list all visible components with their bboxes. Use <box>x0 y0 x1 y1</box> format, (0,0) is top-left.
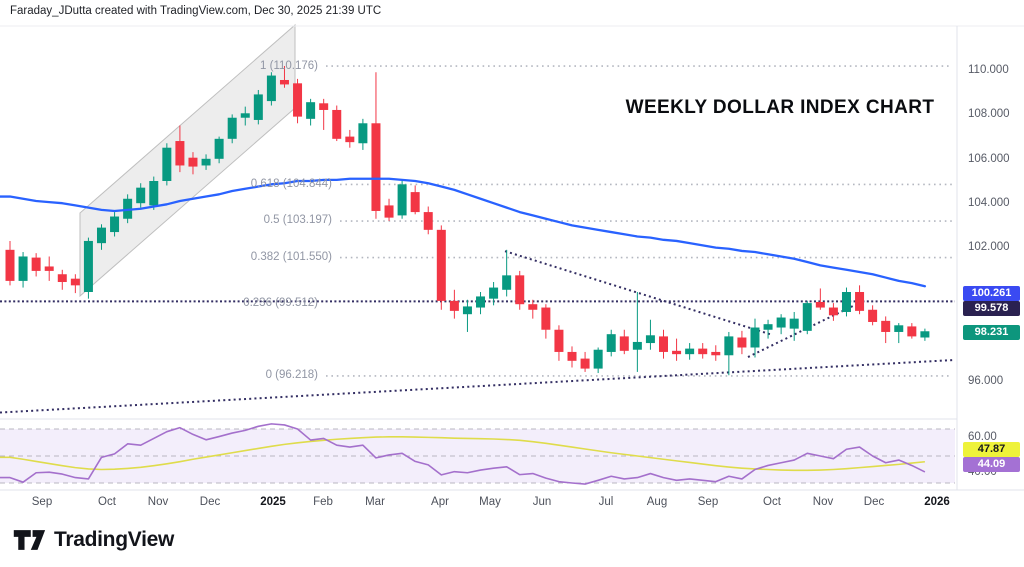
price-label-96: 96.000 <box>968 375 1004 387</box>
price-label-110: 110.000 <box>968 64 1009 76</box>
trendline-price-badge: 99.578 <box>963 301 1020 316</box>
time-label-2025: 2025 <box>260 496 286 508</box>
fib-label-0: 0 (96.218) <box>265 369 318 381</box>
time-label-may: May <box>479 496 501 508</box>
time-label-dec25: Dec <box>863 496 885 508</box>
fib-label-0618: 0.618 (104.844) <box>250 178 332 190</box>
rsi-ma-badge: 47.87 <box>963 442 1020 457</box>
attribution-text: Faraday_JDutta created with TradingView.… <box>10 5 382 17</box>
time-label-oct25: Oct <box>763 496 781 508</box>
price-label-102: 102.000 <box>968 241 1010 253</box>
time-label-sep25: Sep <box>697 496 719 508</box>
price-label-108: 108.000 <box>968 108 1010 120</box>
ma-price-badge: 100.261 <box>963 286 1020 301</box>
time-label-oct24: Oct <box>98 496 116 508</box>
fib-label-1: 1 (110.176) <box>260 60 318 72</box>
chart-title: WEEKLY DOLLAR INDEX CHART <box>625 97 935 118</box>
fib-label-05: 0.5 (103.197) <box>263 214 332 226</box>
time-label-jun: Jun <box>532 496 552 508</box>
time-label-jul: Jul <box>598 496 614 508</box>
fib-label-0382: 0.382 (101.550) <box>250 251 332 263</box>
rsi-line-badge: 44.09 <box>963 457 1020 472</box>
tradingview-logo: TradingView <box>12 527 174 553</box>
time-label-aug: Aug <box>646 496 668 508</box>
time-label-mar: Mar <box>365 496 385 508</box>
time-label-nov25: Nov <box>812 496 834 508</box>
time-label-dec24: Dec <box>199 496 221 508</box>
price-label-104: 104.000 <box>968 197 1010 209</box>
fib-label-0236: 0.236 (99.512) <box>243 297 318 309</box>
rsi-label-60: 60.00 <box>968 431 997 443</box>
time-label-feb: Feb <box>313 496 333 508</box>
tradingview-logo-icon <box>13 530 46 550</box>
tradingview-logo-text: TradingView <box>54 528 175 551</box>
time-label-apr: Apr <box>431 496 449 508</box>
time-label-2026: 2026 <box>924 496 950 508</box>
price-label-106: 106.000 <box>968 153 1010 165</box>
time-label-nov24: Nov <box>147 496 169 508</box>
time-label-sep24: Sep <box>31 496 53 508</box>
last-price-badge: 98.231 <box>963 325 1020 340</box>
